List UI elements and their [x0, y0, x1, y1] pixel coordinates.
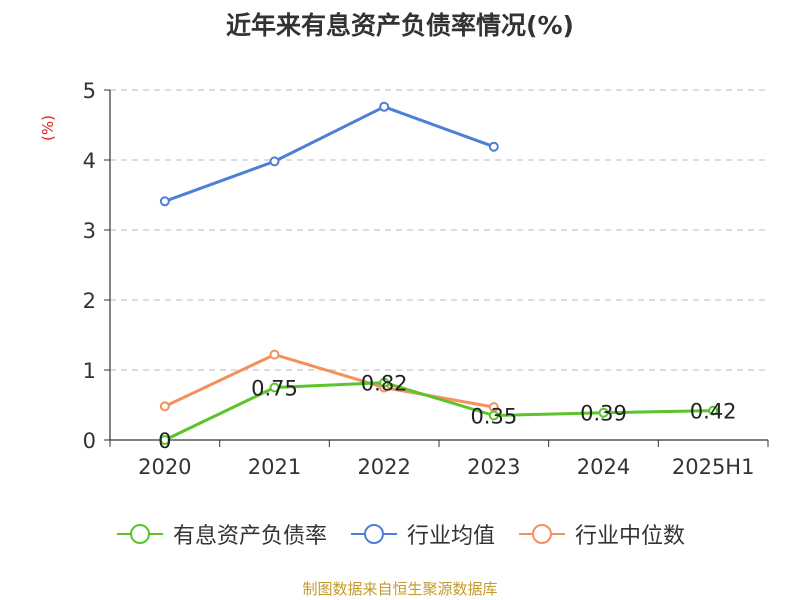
legend-item-2[interactable]: 行业中位数	[517, 518, 685, 550]
data-label-5: 0.42	[690, 400, 737, 424]
x-tick-label-1: 2021	[248, 455, 301, 479]
axes: 0 1 2 3 4 5 2020 2021 2022 2023 2024 2025H1	[83, 79, 769, 479]
series-2-point-1	[269, 349, 280, 360]
legend-label-2: 行业中位数	[575, 524, 686, 549]
legend-label-0: 有息资产负债率	[172, 524, 327, 549]
data-label-0: 0	[158, 429, 171, 453]
y-tick-label-5: 5	[83, 79, 96, 103]
series-line-2	[164, 353, 495, 409]
y-tick-label-4: 4	[83, 149, 96, 173]
series-2-point-0	[159, 401, 170, 412]
series-0-point-3	[488, 410, 499, 421]
data-label-3: 0.35	[470, 405, 517, 429]
series-lines	[159, 101, 719, 445]
legend-item-1[interactable]: 行业均值	[349, 518, 495, 550]
series-1-point-1	[269, 156, 280, 167]
series-line-1	[164, 105, 495, 203]
data-label-1: 0.75	[251, 377, 298, 401]
legend-label-1: 行业均值	[406, 524, 495, 549]
series-0-point-4	[598, 407, 609, 418]
y-tick-label-3: 3	[83, 219, 96, 243]
chart-title: 近年来有息资产负债率情况(%)	[226, 11, 574, 40]
legend-item-0[interactable]: 有息资产负债率	[115, 518, 327, 550]
x-tick-label-2: 2022	[357, 455, 410, 479]
legend-swatch-1	[350, 524, 397, 544]
series-0-point-0	[159, 435, 170, 445]
series-0-point-2	[379, 377, 390, 388]
series-line-0	[164, 381, 714, 442]
y-tick-label-1: 1	[83, 359, 96, 383]
x-tick-label-3: 2023	[467, 455, 520, 479]
data-label-2: 0.82	[361, 372, 408, 396]
y-tick-label-2: 2	[83, 289, 96, 313]
y-tick-label-0: 0	[83, 429, 96, 453]
data-label-4: 0.39	[580, 402, 627, 426]
series-0-point-1	[269, 382, 280, 393]
series-1-point-3	[488, 141, 499, 152]
grid-lines	[110, 89, 768, 371]
x-tick-label-4: 2024	[577, 455, 630, 479]
data-source-note: 制图数据来自恒生聚源数据库	[302, 580, 498, 598]
x-tick-label-0: 2020	[138, 455, 191, 479]
legend: 有息资产负债率 行业均值 行业中位数	[0, 518, 800, 550]
series-1-point-2	[379, 101, 390, 112]
data-labels: 0 0.75 0.82 0.35 0.39 0.42	[158, 372, 736, 453]
legend-swatch-0	[116, 524, 163, 544]
series-0-point-5	[708, 405, 719, 416]
x-tick-label-5: 2025H1	[672, 455, 755, 479]
legend-swatch-2	[519, 524, 565, 544]
series-1-point-0	[159, 196, 170, 207]
